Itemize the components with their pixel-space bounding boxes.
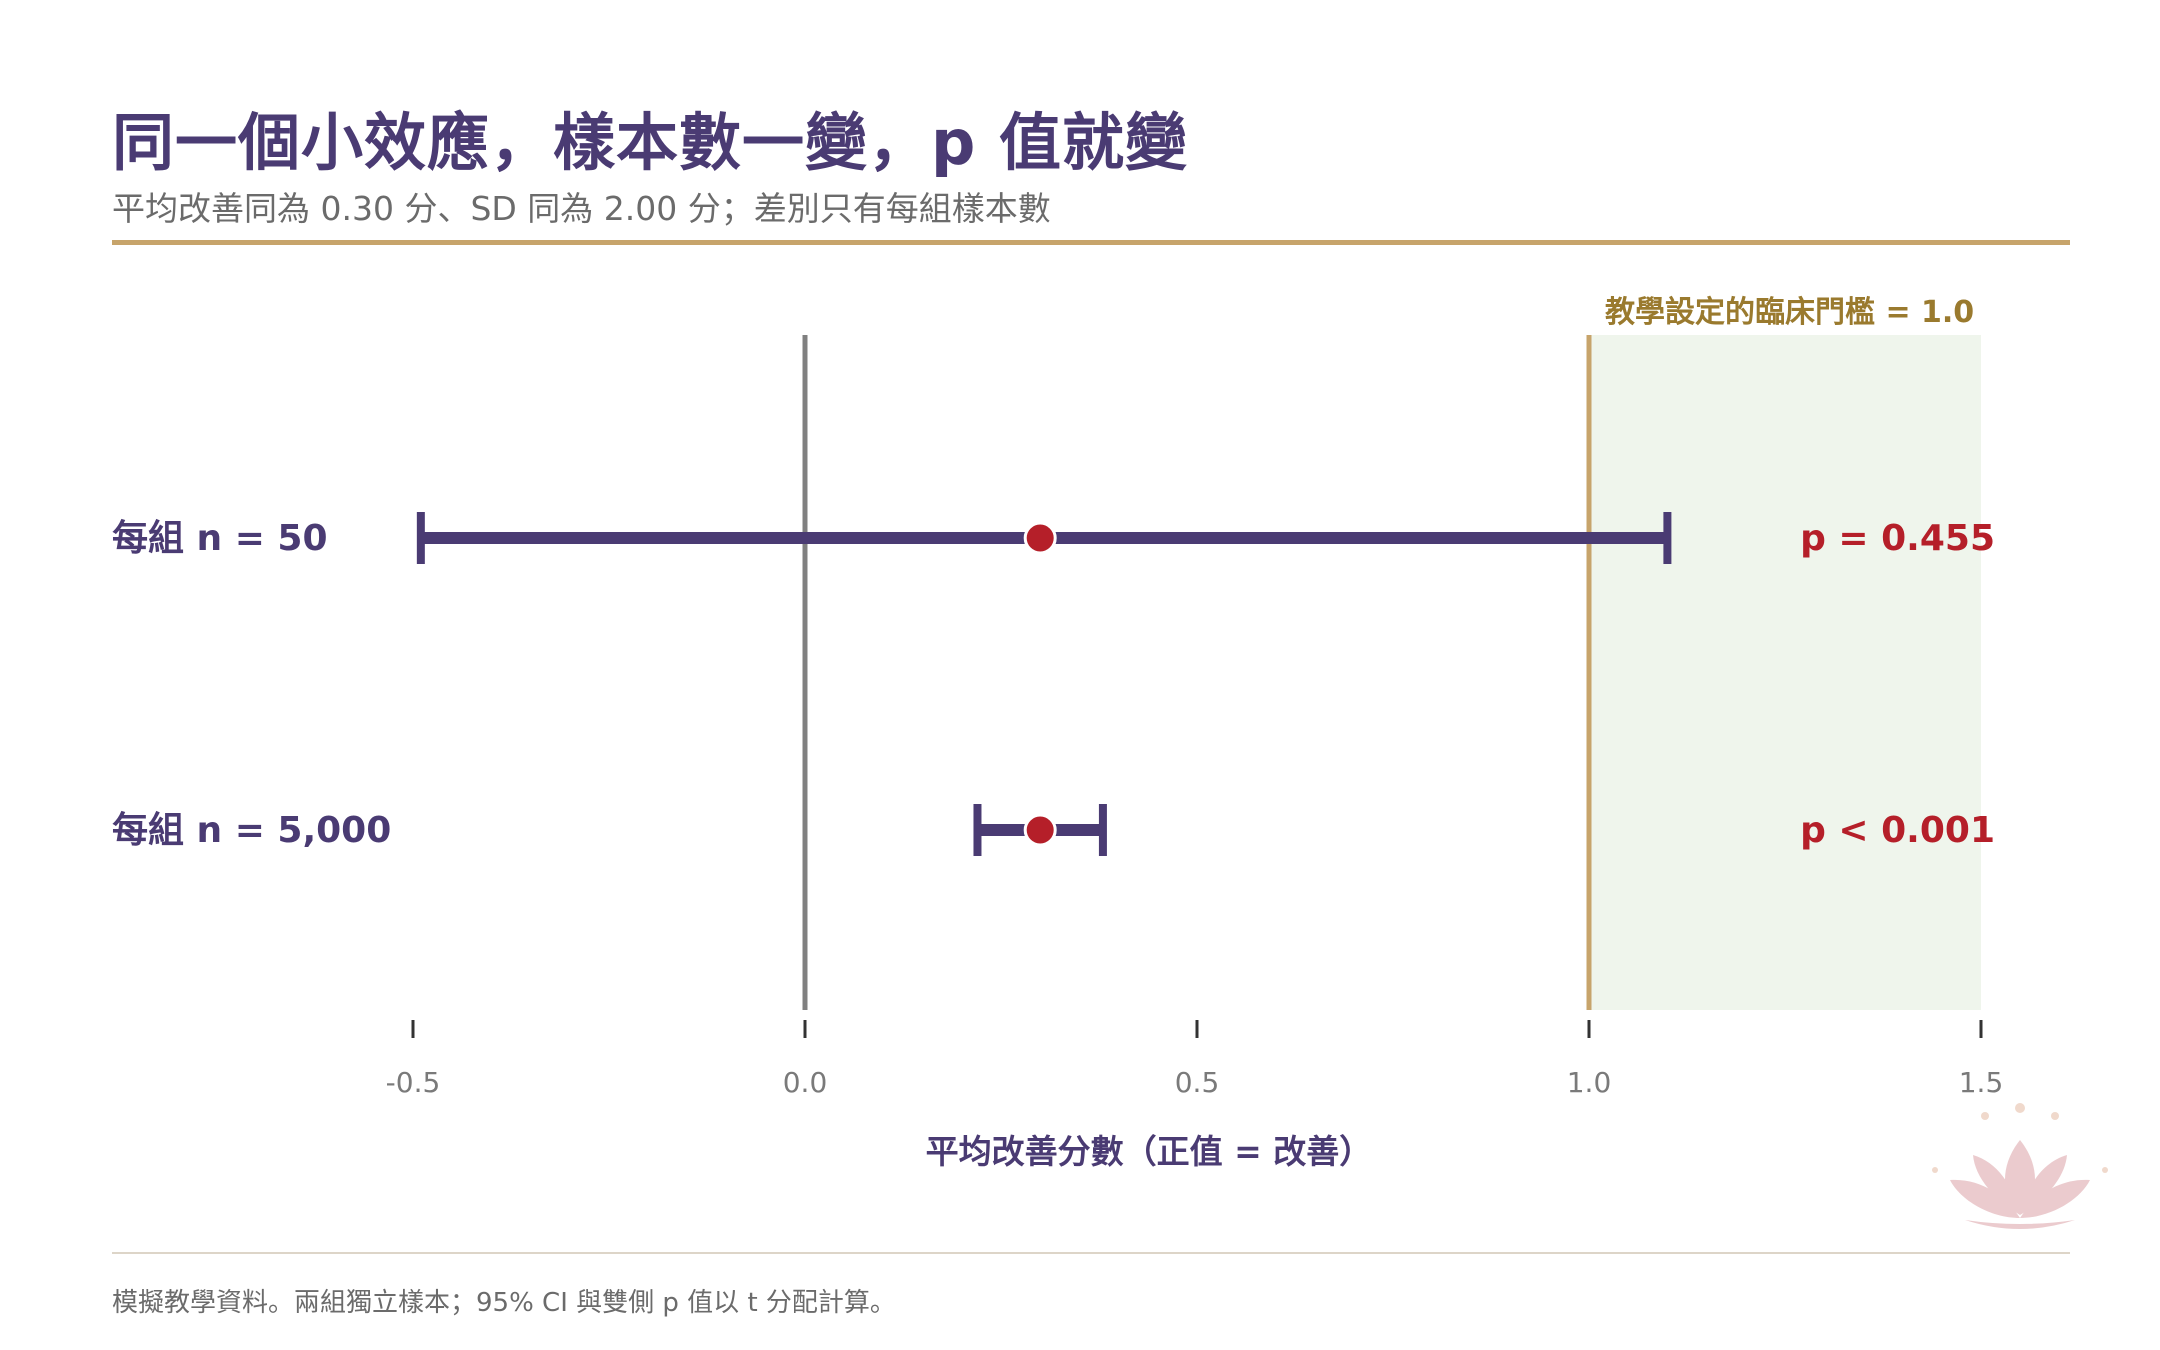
lotus-logo-icon: [1932, 1103, 2108, 1229]
title-divider: [112, 240, 2070, 245]
p-value-label: p = 0.455: [1800, 518, 1995, 559]
x-tick-label: 0.0: [783, 1066, 828, 1099]
p-value-label: p < 0.001: [1800, 810, 1995, 851]
x-tick-label: 1.5: [1959, 1066, 2004, 1099]
chart-title: 同一個小效應，樣本數一變，p 值就變: [112, 106, 1188, 179]
point-estimate: [1023, 813, 1057, 847]
threshold-zone: [1589, 335, 1981, 1010]
chart-subtitle: 平均改善同為 0.30 分、SD 同為 2.00 分；差別只有每組樣本數: [112, 189, 1051, 228]
row-label: 每組 n = 5,000: [112, 810, 391, 851]
point-estimate: [1023, 521, 1057, 555]
row-label: 每組 n = 50: [112, 518, 328, 559]
x-tick-label: -0.5: [386, 1066, 441, 1099]
x-axis-title: 平均改善分數（正值 = 改善）: [926, 1132, 1373, 1171]
x-tick-label: 1.0: [1567, 1066, 1612, 1099]
footer-divider: [112, 1252, 2070, 1254]
footnote: 模擬教學資料。兩組獨立樣本；95% CI 與雙側 p 值以 t 分配計算。: [112, 1288, 896, 1318]
threshold-label: 教學設定的臨床門檻 = 1.0: [1605, 295, 1974, 330]
x-tick-label: 0.5: [1175, 1066, 1220, 1099]
